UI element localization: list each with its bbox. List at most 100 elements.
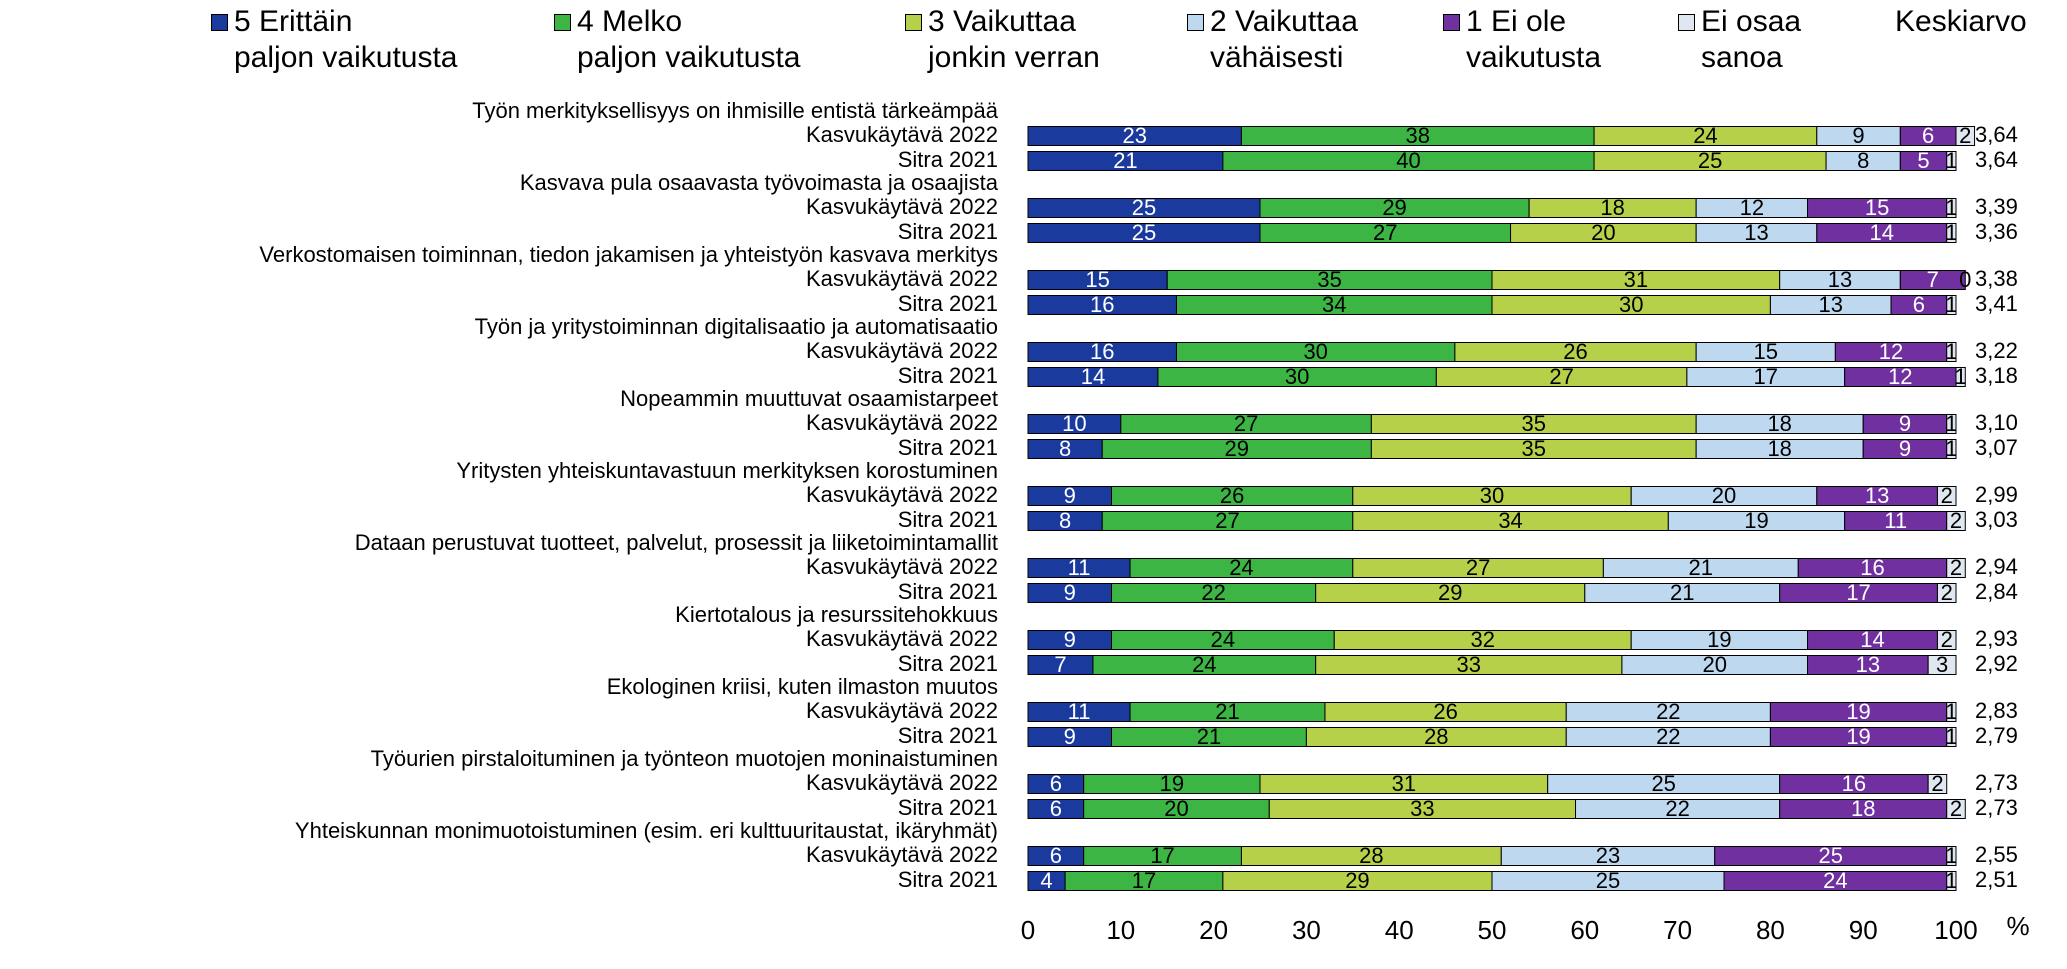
data-label: 27 [1549, 364, 1573, 389]
data-label: 1 [1945, 436, 1957, 461]
data-label: 11 [1884, 508, 1907, 533]
x-tick-label: 80 [1756, 915, 1785, 945]
data-label: 40 [1396, 148, 1420, 173]
data-label: 16 [1860, 555, 1884, 580]
data-label: 6 [1922, 123, 1934, 148]
row-label: Kasvukäytävä 2022 [806, 194, 998, 219]
legend-item: 1 Ei ole vaikutusta [1443, 4, 1601, 76]
data-label: 19 [1160, 771, 1184, 796]
row-label: Sitra 2021 [898, 219, 998, 244]
legend-swatch [1443, 14, 1460, 31]
row-label: Kasvukäytävä 2022 [806, 266, 998, 291]
data-label: 2 [1950, 555, 1962, 580]
data-label: 16 [1842, 771, 1866, 796]
data-label: 2 [1941, 580, 1953, 605]
bar-segment [1946, 439, 1957, 459]
data-label: 2 [1941, 483, 1953, 508]
group-title: Kiertotalous ja resurssitehokkuus [675, 602, 998, 627]
average-value: 2,99 [1975, 482, 2018, 507]
row-label: Sitra 2021 [898, 867, 998, 892]
data-label: 32 [1470, 627, 1494, 652]
data-label: 22 [1656, 699, 1680, 724]
row-label: Kasvukäytävä 2022 [806, 842, 998, 867]
data-label: 18 [1851, 796, 1875, 821]
group-title: Nopeammin muuttuvat osaamistarpeet [620, 386, 998, 411]
average-value: 2,94 [1975, 554, 2018, 579]
data-label: 16 [1090, 339, 1114, 364]
data-label: 22 [1656, 724, 1680, 749]
x-tick-label: 70 [1663, 915, 1692, 945]
data-label: 9 [1852, 123, 1864, 148]
data-label: 8 [1857, 148, 1869, 173]
row-label: Sitra 2021 [898, 291, 998, 316]
data-label: 29 [1345, 868, 1369, 893]
bar-segment [1946, 414, 1957, 434]
data-label: 1 [1945, 843, 1957, 868]
data-label: 35 [1317, 267, 1341, 292]
average-value: 3,22 [1975, 338, 2018, 363]
bar-segment [1955, 367, 1966, 387]
data-label: 21 [1689, 555, 1713, 580]
row-label: Sitra 2021 [898, 651, 998, 676]
legend-label: 3 Vaikuttaa jonkin verran [928, 5, 1100, 74]
data-label: 1 [1945, 292, 1957, 317]
group-title: Yhteiskunnan monimuotoistuminen (esim. e… [295, 818, 998, 843]
data-label: 34 [1322, 292, 1346, 317]
data-label: 24 [1192, 652, 1216, 677]
data-label: 2 [1950, 796, 1962, 821]
data-label: 1 [1945, 411, 1957, 436]
row-label: Kasvukäytävä 2022 [806, 770, 998, 795]
data-label: 1 [1945, 339, 1957, 364]
data-label: 1 [1945, 699, 1957, 724]
data-label: 24 [1823, 868, 1847, 893]
data-label: 14 [1870, 220, 1894, 245]
data-label: 22 [1665, 796, 1689, 821]
data-label: 21 [1215, 699, 1239, 724]
data-label: 15 [1085, 267, 1109, 292]
x-tick-label: 90 [1849, 915, 1878, 945]
data-label: 34 [1498, 508, 1522, 533]
bar-segment [1927, 655, 1957, 675]
data-label: 9 [1899, 411, 1911, 436]
data-label: 9 [1899, 436, 1911, 461]
data-label: 0 [1959, 267, 1971, 292]
legend-item: 4 Melko paljon vaikutusta [554, 4, 800, 76]
data-label: 23 [1596, 843, 1620, 868]
data-label: 27 [1466, 555, 1490, 580]
data-label: 17 [1132, 868, 1156, 893]
data-label: 16 [1090, 292, 1114, 317]
average-value: 2,83 [1975, 698, 2018, 723]
data-label: 11 [1068, 555, 1091, 580]
average-value: 2,55 [1975, 842, 2018, 867]
bar-segment [1936, 583, 1957, 603]
group-title: Työurien pirstaloituminen ja työnteon mu… [371, 746, 998, 771]
data-label: 26 [1563, 339, 1587, 364]
data-label: 10 [1062, 411, 1086, 436]
legend-label: 2 Vaikuttaa vähäisesti [1210, 5, 1358, 74]
legend-item: 3 Vaikuttaa jonkin verran [905, 4, 1100, 76]
data-label: 12 [1879, 339, 1903, 364]
data-label: 13 [1818, 292, 1842, 317]
data-label: 4 [1040, 868, 1052, 893]
data-label: 6 [1050, 771, 1062, 796]
data-label: 7 [1927, 267, 1939, 292]
data-label: 35 [1522, 436, 1546, 461]
legend-swatch [554, 14, 571, 31]
data-label: 27 [1234, 411, 1258, 436]
legend-swatch [1678, 14, 1695, 31]
data-label: 6 [1913, 292, 1925, 317]
data-label: 1 [1945, 220, 1957, 245]
data-label: 33 [1410, 796, 1434, 821]
bar-segment [1946, 295, 1957, 315]
data-label: 11 [1068, 699, 1091, 724]
legend-label: Ei osaa sanoa [1701, 5, 1802, 74]
data-label: 25 [1596, 868, 1620, 893]
bar-segment [1946, 727, 1957, 747]
x-axis-label: % [2006, 911, 2029, 941]
data-label: 19 [1846, 699, 1870, 724]
data-label: 31 [1392, 771, 1416, 796]
data-label: 20 [1712, 483, 1736, 508]
data-label: 20 [1702, 652, 1726, 677]
average-value: 3,41 [1975, 291, 2018, 316]
group-title: Työn ja yritystoiminnan digitalisaatio j… [475, 314, 998, 339]
